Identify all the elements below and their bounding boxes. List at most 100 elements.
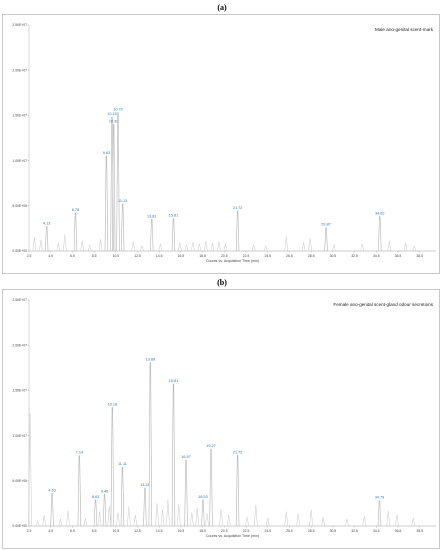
minor-peak <box>184 244 189 252</box>
minor-peak <box>197 243 202 252</box>
minor-peak <box>321 516 325 527</box>
minor-peak <box>263 244 268 252</box>
minor-peak <box>28 412 32 527</box>
x-tick-label: 36.5 <box>395 254 402 258</box>
minor-peak <box>133 515 138 527</box>
peak-label: 10.18 <box>108 403 118 407</box>
peak-label: 7.14 <box>76 450 83 454</box>
y-tick-label: 0.00E+00 <box>12 249 27 253</box>
peak-label: 10.30 <box>109 119 119 123</box>
peak-label: 9.46 <box>101 489 108 493</box>
minor-peak <box>309 509 314 527</box>
minor-peak <box>107 506 112 527</box>
minor-peak <box>411 517 416 527</box>
y-tick-label: 5.00E+06 <box>12 204 27 208</box>
minor-peak <box>386 510 391 527</box>
peak-label: 16.97 <box>181 455 191 459</box>
chromatogram-a: 0.00E+00 5.00E+06 1.00E+07 1.50E+07 2.00E+07… <box>12 23 436 263</box>
x-tick-label: 14.5 <box>156 529 163 533</box>
peak-label: 4.63 <box>48 488 55 492</box>
y-tick-label: 2.50E+07 <box>12 298 27 302</box>
minor-peak <box>166 499 170 527</box>
x-tick-label: 30.5 <box>330 254 337 258</box>
peak-9.46 <box>102 494 107 527</box>
minor-peak <box>217 241 221 252</box>
minor-peak <box>219 508 223 527</box>
x-tick-label: 32.5 <box>351 254 358 258</box>
minor-peak <box>395 515 399 527</box>
x-tick-label: 34.5 <box>373 529 380 533</box>
x-tick-label: 30.5 <box>330 529 337 533</box>
x-tick-label: 28.5 <box>308 529 315 533</box>
minor-peak <box>158 243 163 252</box>
minor-peak <box>205 513 209 527</box>
x-tick-label: 22.5 <box>243 529 250 533</box>
peak-21.72 <box>235 210 240 252</box>
peak-label: 4.13 <box>43 222 50 226</box>
minor-peak <box>191 241 195 252</box>
chart-panel-b: (b) 0.00E+00 5.00E+06 1.00E+07 1.50E+07 2.00… <box>0 275 444 550</box>
x-tick-label: 18.5 <box>199 529 206 533</box>
x-tick-label: 18.5 <box>199 254 206 258</box>
peak-label: 10.15 <box>107 112 117 116</box>
chart-panel-a: (a) 0.00E+00 5.00E+06 1.00E+07 1.50E+07 2.00… <box>2 3 440 274</box>
panel-label-a: (a) <box>217 3 227 12</box>
minor-peak <box>140 244 144 252</box>
minor-peak <box>160 509 165 527</box>
y-tick-label: 1.00E+07 <box>12 159 27 163</box>
minor-peak <box>32 237 37 252</box>
peak-13.68 <box>148 362 153 527</box>
x-tick-label: 20.5 <box>221 529 228 533</box>
peak-label: 15.81 <box>169 213 179 217</box>
peak-label: 15.81 <box>169 379 179 383</box>
minor-peak <box>403 242 408 252</box>
minor-peak <box>195 507 200 527</box>
peak-label: 34.79 <box>375 496 385 500</box>
minor-peak <box>204 241 208 252</box>
minor-peak <box>66 510 70 527</box>
peak-4.63 <box>50 493 54 527</box>
x-tick-label: 10.5 <box>113 254 120 258</box>
x-tick-label: 28.5 <box>308 254 315 258</box>
chart-frame-b: 0.00E+00 5.00E+06 1.00E+07 1.50E+07 2.00E+07… <box>2 289 440 549</box>
peak-21.72 <box>235 455 240 527</box>
peak-label: 29.87 <box>321 222 331 226</box>
peak-29.87 <box>324 227 328 252</box>
y-tick-label: 0.00E+00 <box>12 524 27 528</box>
x-axis-label: Counts vs. Acquisition Time (min) <box>206 534 259 538</box>
x-tick-label: 36.5 <box>395 529 402 533</box>
peak-label: 21.72 <box>233 206 243 210</box>
x-tick-label: 38.5 <box>416 254 423 258</box>
minor-peak <box>308 238 312 252</box>
chart-title: Male ano-genital scent-mark <box>375 27 434 32</box>
minor-peak <box>131 241 136 252</box>
peak-6.78 <box>73 212 78 252</box>
minor-peak <box>42 515 47 527</box>
minor-peak <box>39 240 43 252</box>
peak-4.13 <box>44 226 49 252</box>
peak-label: 11.13 <box>118 199 127 203</box>
minor-peak <box>345 518 349 527</box>
peak-9.63 <box>104 155 109 252</box>
x-tick-label: 20.5 <box>221 254 228 258</box>
minor-peak <box>62 234 67 252</box>
x-tick-label: 12.5 <box>134 529 141 533</box>
chart-title: Female ano-genital scent-gland odour sec… <box>333 302 433 307</box>
minor-peak <box>332 244 336 252</box>
x-tick-label: 16.5 <box>178 254 185 258</box>
minor-peak <box>98 239 103 252</box>
minor-peak <box>35 519 40 527</box>
x-tick-label: 4.5 <box>48 254 53 258</box>
minor-peak <box>56 242 61 252</box>
minor-peak <box>127 506 131 527</box>
x-tick-label: 32.5 <box>351 529 358 533</box>
minor-peak <box>296 513 301 527</box>
peak-16.97 <box>184 459 188 527</box>
x-tick-label: 2.5 <box>27 254 32 258</box>
minor-peak <box>223 243 228 252</box>
peak-10.18 <box>110 407 115 527</box>
peak-label: 34.82 <box>375 212 385 216</box>
peak-15.81 <box>171 218 176 252</box>
peak-18.53 <box>201 499 205 527</box>
peak-11.11 <box>120 466 125 527</box>
